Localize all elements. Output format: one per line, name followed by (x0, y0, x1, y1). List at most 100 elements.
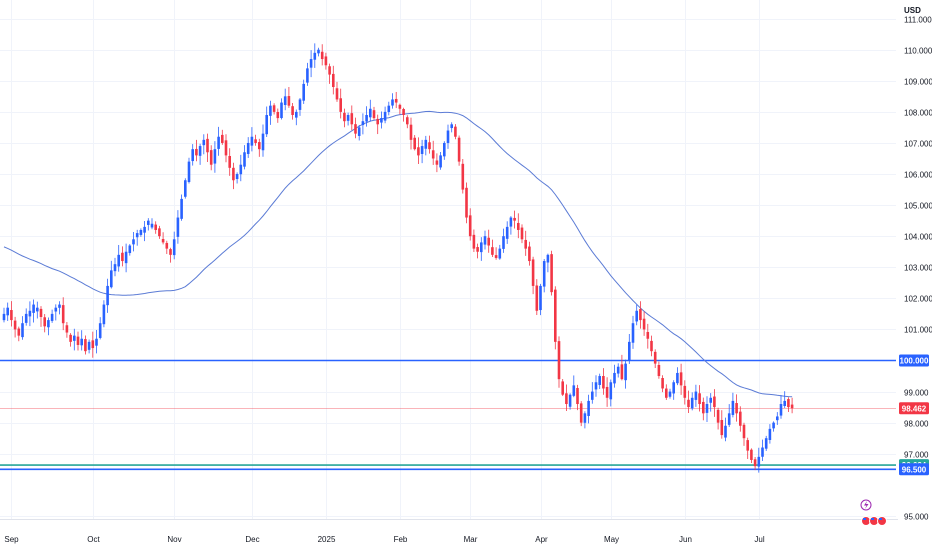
price-tick-label: 111.000 (904, 16, 932, 25)
candle-body (776, 416, 779, 421)
time-tick-label: Oct (87, 535, 100, 544)
candle-body (280, 102, 283, 119)
candle-body (150, 223, 154, 228)
candle-body (576, 388, 579, 405)
candle-body (598, 376, 601, 385)
candle-body (790, 404, 794, 409)
time-tick-label: Sep (4, 535, 19, 544)
candle-body (605, 386, 609, 398)
price-level-tag-bg (899, 354, 929, 367)
candle-body (764, 438, 768, 449)
candle-body (61, 305, 65, 324)
candle-body (258, 142, 261, 150)
candle-body (206, 138, 209, 153)
candle-body (213, 149, 217, 164)
candle-body (431, 150, 435, 159)
last-price-tag: 98.462 (902, 404, 927, 413)
candle-body (554, 289, 557, 342)
candle-body (335, 88, 339, 100)
candle-body (287, 96, 291, 106)
candle-body (320, 51, 324, 60)
candle-body (254, 139, 257, 143)
candle-body (750, 449, 753, 460)
candle-body (80, 338, 83, 346)
candle-body (383, 111, 387, 121)
candle-body (687, 399, 690, 408)
candle-body (135, 233, 139, 238)
candle-body (661, 378, 664, 389)
candle-body (372, 110, 376, 119)
candle-body (742, 424, 746, 439)
candle-body (354, 124, 357, 134)
candle-body (387, 105, 391, 112)
candle-body (772, 422, 775, 429)
candle-body (58, 304, 61, 308)
us-flag-canton (871, 518, 874, 520)
candle-body (295, 111, 298, 118)
candle-body (480, 242, 483, 253)
candle-body (587, 400, 590, 416)
candle-body (768, 428, 772, 440)
candle-body (298, 99, 302, 110)
time-axis[interactable]: Sep Oct Nov Dec 2025 Feb Mar Apr May Jun Jul (0, 519, 898, 545)
candle-body (483, 236, 487, 245)
candle-body (642, 318, 646, 330)
candle-body (317, 49, 320, 54)
candle-body (683, 385, 687, 398)
candle-body (779, 404, 783, 416)
candle-body (679, 372, 683, 386)
candle-body (47, 320, 50, 328)
price-tick-label: 95.000 (904, 513, 929, 522)
candle-body (21, 323, 24, 338)
candle-body (439, 155, 442, 168)
candle-body (491, 247, 494, 255)
lightning-glyph (864, 501, 869, 509)
candle-body (106, 285, 109, 306)
event-icons[interactable] (860, 499, 887, 526)
candle-body (158, 228, 161, 237)
candle-body (224, 140, 228, 156)
candle-body (246, 142, 250, 154)
candle-body (528, 246, 531, 262)
candle-body (535, 285, 539, 311)
time-tick-label: 2025 (318, 535, 336, 544)
candle-body (424, 139, 428, 149)
candle-body (132, 239, 135, 245)
candle-body (468, 215, 472, 237)
candle-body (557, 341, 561, 380)
price-axis-bg (898, 0, 932, 520)
candle-body (487, 237, 490, 246)
candle-body (265, 114, 268, 135)
candle-body (716, 409, 720, 423)
candle-body (609, 382, 613, 400)
price-tick-label: 109.000 (904, 78, 932, 87)
candle-body (95, 338, 98, 346)
candle-body (50, 313, 54, 321)
candle-body (76, 336, 80, 345)
us-flag-icon[interactable] (877, 516, 887, 526)
price-tick-label: 103.000 (904, 264, 932, 273)
price-axis[interactable]: USD 111.000 110.000 109.000 108.000 107.000 1… (898, 0, 932, 522)
candle-body (694, 391, 698, 400)
candle-body (550, 254, 553, 293)
candle-body (746, 440, 749, 451)
candle-body (54, 307, 58, 312)
candle-body (505, 226, 509, 239)
candle-body (531, 259, 535, 286)
time-tick-label: Jun (679, 535, 692, 544)
candle-body (176, 217, 180, 237)
candle-body (13, 320, 17, 330)
price-tick-label: 101.000 (904, 326, 932, 335)
candle-body (202, 139, 206, 146)
candle-body (84, 339, 87, 352)
candle-body (402, 109, 405, 115)
last-price-tag-bg (899, 402, 929, 415)
candle-body (217, 136, 220, 149)
candle-body (720, 419, 724, 436)
candle-body (690, 397, 694, 409)
candle-body (6, 307, 9, 316)
candle-body (546, 254, 550, 263)
candle-body (128, 245, 132, 254)
